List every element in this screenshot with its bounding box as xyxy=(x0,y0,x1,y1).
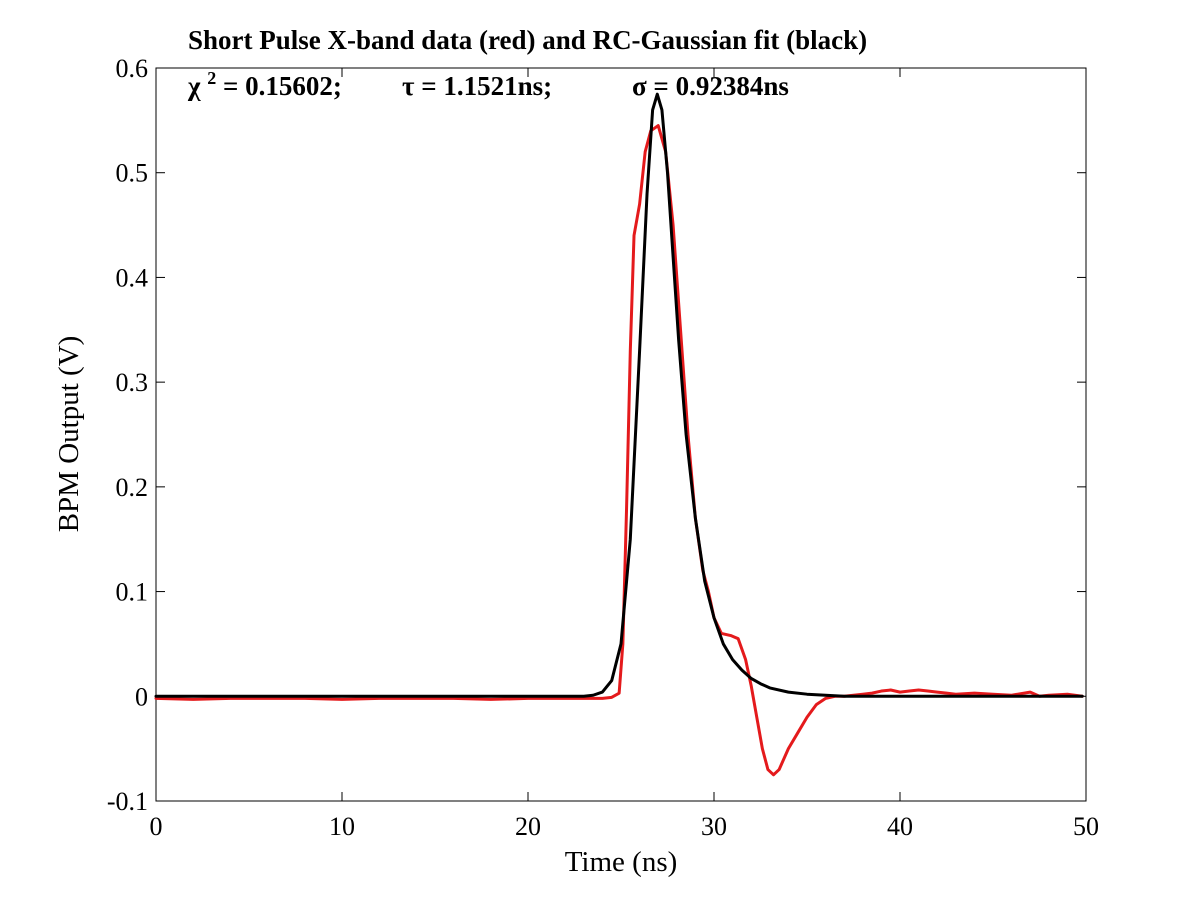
y-tick-label: 0.4 xyxy=(116,263,149,292)
x-axis-ticks: 0 10 20 30 40 50 xyxy=(150,68,1099,841)
y-axis-label: BPM Output (V) xyxy=(53,336,85,533)
chart-subtitle: χ 2 = 0.15602; xyxy=(187,60,342,101)
x-tick-label: 30 xyxy=(701,812,727,841)
x-tick-label: 50 xyxy=(1073,812,1099,841)
fit-series-line xyxy=(154,92,1084,698)
x-tick-label: 40 xyxy=(887,812,913,841)
y-tick-label: 0.6 xyxy=(116,54,149,83)
y-tick-label: 0.5 xyxy=(116,159,149,188)
y-tick-label: 0 xyxy=(135,682,148,711)
data-series-line xyxy=(154,124,1084,777)
y-tick-label: 0.2 xyxy=(116,473,149,502)
chart-title: Short Pulse X-band data (red) and RC-Gau… xyxy=(188,25,867,55)
chi-value: = 0.15602; xyxy=(223,71,342,101)
plot-area xyxy=(155,67,1087,802)
series-layer xyxy=(154,92,1084,777)
y-axis-ticks: -0.1 0 0.1 0.2 0.3 0.4 0.5 0.6 xyxy=(107,54,1086,816)
y-tick-label: -0.1 xyxy=(107,787,148,816)
x-tick-label: 10 xyxy=(329,812,355,841)
chi-exponent: 2 xyxy=(207,68,216,88)
chi-symbol: χ xyxy=(187,71,201,101)
x-tick-label: 20 xyxy=(515,812,541,841)
y-tick-label: 0.1 xyxy=(116,578,149,607)
tau-value: τ = 1.1521ns; xyxy=(402,71,552,101)
sigma-value: σ = 0.92384ns xyxy=(632,71,789,101)
x-axis-label: Time (ns) xyxy=(565,846,678,878)
x-tick-label: 0 xyxy=(150,812,163,841)
y-tick-label: 0.3 xyxy=(116,368,149,397)
